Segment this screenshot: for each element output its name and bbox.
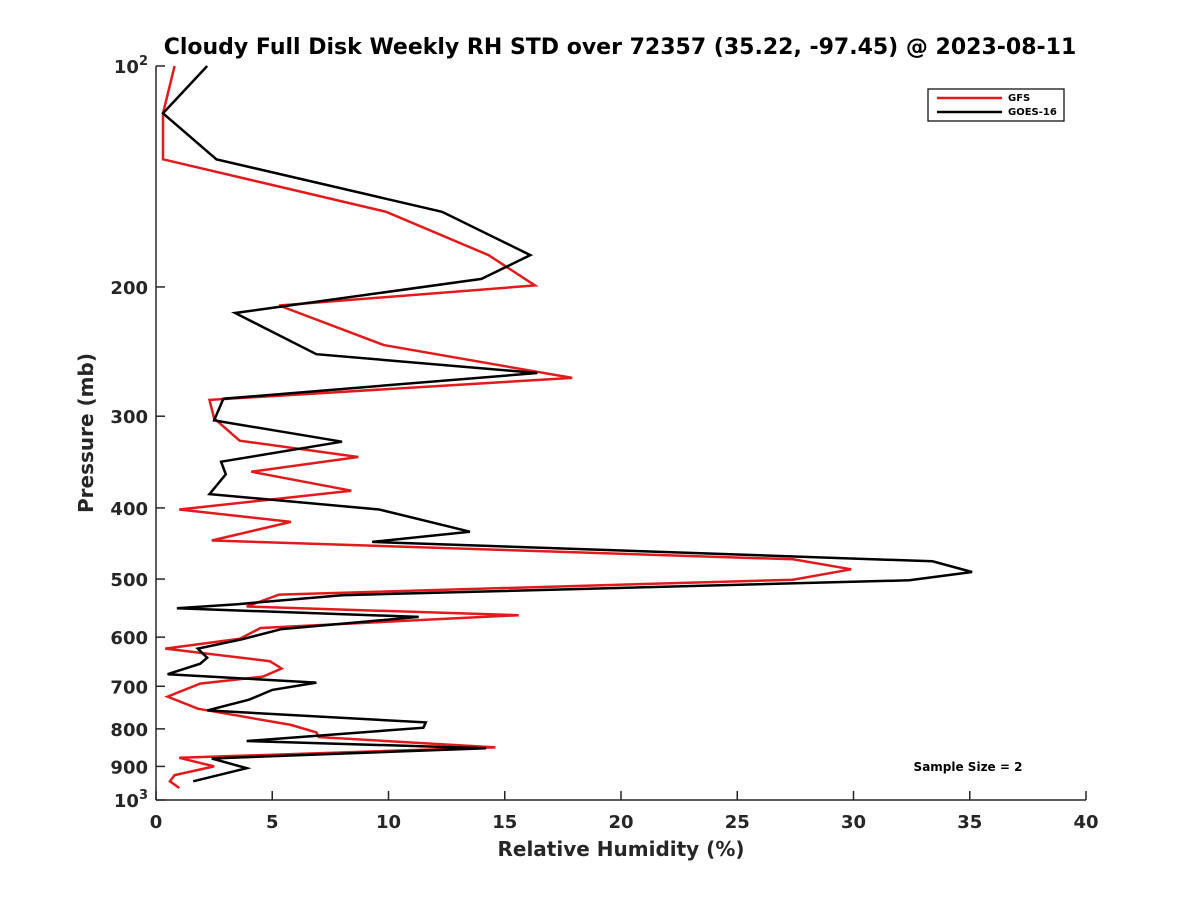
y-tick-label: 300: [110, 407, 148, 428]
y-ticks: 102 200 300 400 500 600 700 800 900 103: [110, 54, 165, 812]
y-tick-label: 102: [114, 54, 148, 78]
x-tick-label: 20: [608, 812, 633, 833]
x-tick-label: 15: [492, 812, 517, 833]
y-tick-label: 900: [110, 757, 148, 778]
x-tick-label: 35: [957, 812, 982, 833]
x-tick-label: 40: [1073, 812, 1098, 833]
chart-title: Cloudy Full Disk Weekly RH STD over 7235…: [164, 35, 1077, 60]
sample-size-annotation: Sample Size = 2: [914, 760, 1023, 774]
legend-label-gfs: GFS: [1008, 93, 1030, 104]
x-tick-label: 25: [725, 812, 750, 833]
legend-label-goes16: GOES-16: [1008, 107, 1057, 118]
x-tick-label: 30: [841, 812, 866, 833]
y-tick-label: 103: [114, 788, 148, 812]
x-tick-label: 10: [376, 812, 401, 833]
y-tick-label: 800: [110, 720, 148, 741]
y-tick-label: 700: [110, 677, 148, 698]
x-tick-label: 5: [266, 812, 279, 833]
y-tick-label: 600: [110, 628, 148, 649]
legend-box: [927, 88, 1065, 122]
y-axis-label: Pressure (mb): [74, 353, 98, 513]
y-tick-label: 500: [110, 570, 148, 591]
series-line-goes16: [161, 65, 973, 783]
x-axis-label: Relative Humidity (%): [497, 837, 744, 861]
y-tick-label: 200: [110, 278, 148, 299]
x-tick-label: 0: [150, 812, 163, 833]
plot-lines: [161, 65, 973, 790]
x-ticks: 0 5 10 15 20 25 30 35 40: [150, 791, 1099, 833]
series-line-gfs: [161, 65, 852, 790]
y-tick-label: 400: [110, 499, 148, 520]
legend: GFS GOES-16: [927, 88, 1065, 122]
